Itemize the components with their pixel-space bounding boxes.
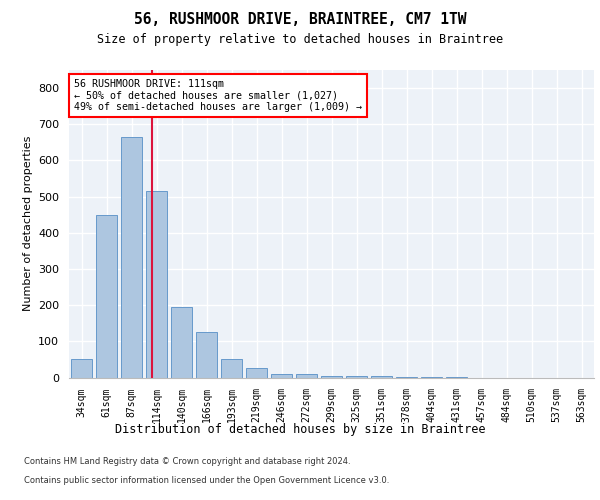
Bar — [296, 374, 317, 378]
Text: Size of property relative to detached houses in Braintree: Size of property relative to detached ho… — [97, 32, 503, 46]
Bar — [71, 360, 92, 378]
Bar — [196, 332, 217, 378]
Text: Distribution of detached houses by size in Braintree: Distribution of detached houses by size … — [115, 422, 485, 436]
Bar — [121, 137, 142, 378]
Bar — [396, 377, 417, 378]
Bar — [371, 376, 392, 378]
Bar — [171, 307, 192, 378]
Bar — [221, 360, 242, 378]
Text: 56 RUSHMOOR DRIVE: 111sqm
← 50% of detached houses are smaller (1,027)
49% of se: 56 RUSHMOOR DRIVE: 111sqm ← 50% of detac… — [74, 79, 362, 112]
Bar — [96, 214, 117, 378]
Bar — [346, 376, 367, 378]
Bar — [321, 376, 342, 378]
Y-axis label: Number of detached properties: Number of detached properties — [23, 136, 32, 312]
Text: Contains HM Land Registry data © Crown copyright and database right 2024.: Contains HM Land Registry data © Crown c… — [24, 458, 350, 466]
Bar — [246, 368, 267, 378]
Text: 56, RUSHMOOR DRIVE, BRAINTREE, CM7 1TW: 56, RUSHMOOR DRIVE, BRAINTREE, CM7 1TW — [134, 12, 466, 28]
Text: Contains public sector information licensed under the Open Government Licence v3: Contains public sector information licen… — [24, 476, 389, 485]
Bar — [146, 191, 167, 378]
Bar — [271, 374, 292, 378]
